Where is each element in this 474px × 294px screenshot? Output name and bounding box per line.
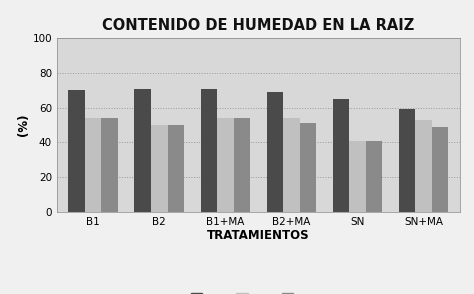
Bar: [167, 125, 184, 212]
Bar: [365, 141, 382, 212]
Bar: [349, 141, 365, 212]
Bar: [151, 125, 167, 212]
Bar: [266, 92, 283, 212]
Bar: [300, 123, 316, 212]
Bar: [283, 118, 300, 212]
Bar: [399, 109, 415, 212]
Y-axis label: (%): (%): [17, 114, 29, 136]
Legend: 45d, 90d, 150d: 45d, 90d, 150d: [187, 290, 329, 294]
Title: CONTENIDO DE HUMEDAD EN LA RAIZ: CONTENIDO DE HUMEDAD EN LA RAIZ: [102, 18, 414, 33]
Bar: [135, 88, 151, 212]
X-axis label: TRATAMIENTOS: TRATAMIENTOS: [207, 229, 310, 242]
Bar: [201, 88, 217, 212]
Bar: [432, 127, 448, 212]
Bar: [415, 120, 432, 212]
Bar: [333, 99, 349, 212]
Bar: [217, 118, 234, 212]
Bar: [101, 118, 118, 212]
Bar: [85, 118, 101, 212]
Bar: [68, 90, 85, 212]
Bar: [234, 118, 250, 212]
